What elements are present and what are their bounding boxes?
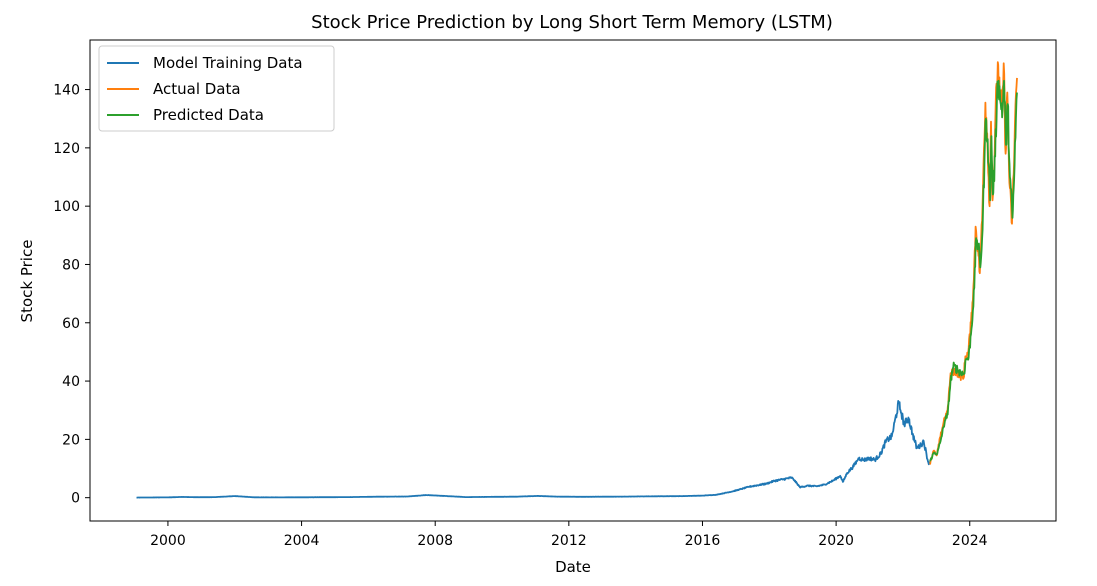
legend-label-actual: Actual Data xyxy=(153,80,241,98)
y-tick-label: 120 xyxy=(53,141,80,157)
plot-frame xyxy=(89,39,1057,522)
y-tick-label: 60 xyxy=(62,316,80,332)
legend-label-predicted: Predicted Data xyxy=(153,106,264,124)
y-tick-label: 40 xyxy=(62,374,80,390)
y-axis: 0 20 40 60 80 100 120 140 xyxy=(53,83,90,507)
y-axis-label: Stock Price xyxy=(18,240,36,323)
y-tick-label: 100 xyxy=(53,199,80,215)
y-tick-label: 20 xyxy=(62,432,80,448)
y-tick-label: 80 xyxy=(62,257,80,273)
series-line-training xyxy=(136,400,931,499)
x-tick-label: 2012 xyxy=(551,533,587,549)
y-tick-label: 140 xyxy=(53,83,80,99)
series-line-predicted xyxy=(929,79,1018,462)
y-tick-label: 0 xyxy=(71,491,80,507)
x-axis-label: Date xyxy=(555,558,591,576)
x-axis: 2000 2004 2008 2012 2016 2020 2024 xyxy=(150,521,988,549)
x-tick-label: 2004 xyxy=(284,533,320,549)
x-tick-label: 2020 xyxy=(818,533,854,549)
legend-label-training: Model Training Data xyxy=(153,54,303,72)
x-tick-label: 2008 xyxy=(417,533,453,549)
x-tick-label: 2016 xyxy=(685,533,721,549)
x-tick-label: 2024 xyxy=(952,533,988,549)
legend-box xyxy=(98,45,335,132)
plot-lines xyxy=(136,61,1018,499)
chart-title: Stock Price Prediction by Long Short Ter… xyxy=(311,12,833,33)
x-tick-label: 2000 xyxy=(150,533,186,549)
legend: Model Training Data Actual Data Predicte… xyxy=(98,45,335,132)
